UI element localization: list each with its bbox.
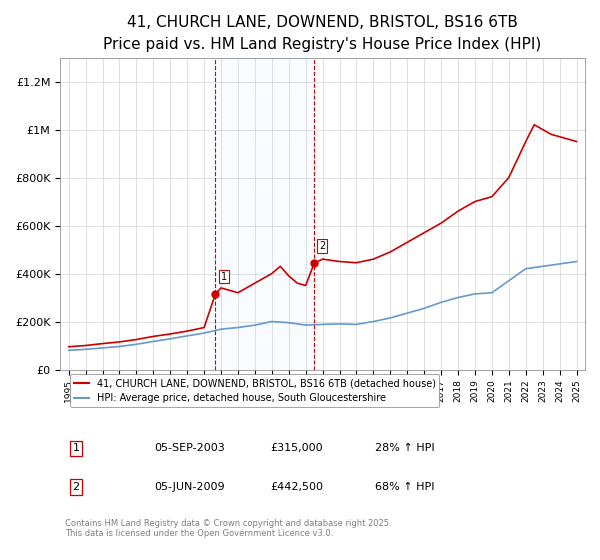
Bar xyxy=(215,58,314,370)
Text: 05-JUN-2009: 05-JUN-2009 xyxy=(155,482,226,492)
Text: Contains HM Land Registry data © Crown copyright and database right 2025.
This d: Contains HM Land Registry data © Crown c… xyxy=(65,519,392,538)
Text: 05-SEP-2003: 05-SEP-2003 xyxy=(155,444,226,454)
Text: £442,500: £442,500 xyxy=(270,482,323,492)
Text: 1: 1 xyxy=(221,272,227,282)
Text: 1: 1 xyxy=(73,444,79,454)
Text: 28% ↑ HPI: 28% ↑ HPI xyxy=(375,444,435,454)
Title: 41, CHURCH LANE, DOWNEND, BRISTOL, BS16 6TB
Price paid vs. HM Land Registry's Ho: 41, CHURCH LANE, DOWNEND, BRISTOL, BS16 … xyxy=(103,15,542,52)
Text: 68% ↑ HPI: 68% ↑ HPI xyxy=(375,482,434,492)
Text: 2: 2 xyxy=(319,241,325,251)
Text: £315,000: £315,000 xyxy=(270,444,323,454)
Text: 2: 2 xyxy=(73,482,80,492)
Legend: 41, CHURCH LANE, DOWNEND, BRISTOL, BS16 6TB (detached house), HPI: Average price: 41, CHURCH LANE, DOWNEND, BRISTOL, BS16 … xyxy=(70,375,439,407)
